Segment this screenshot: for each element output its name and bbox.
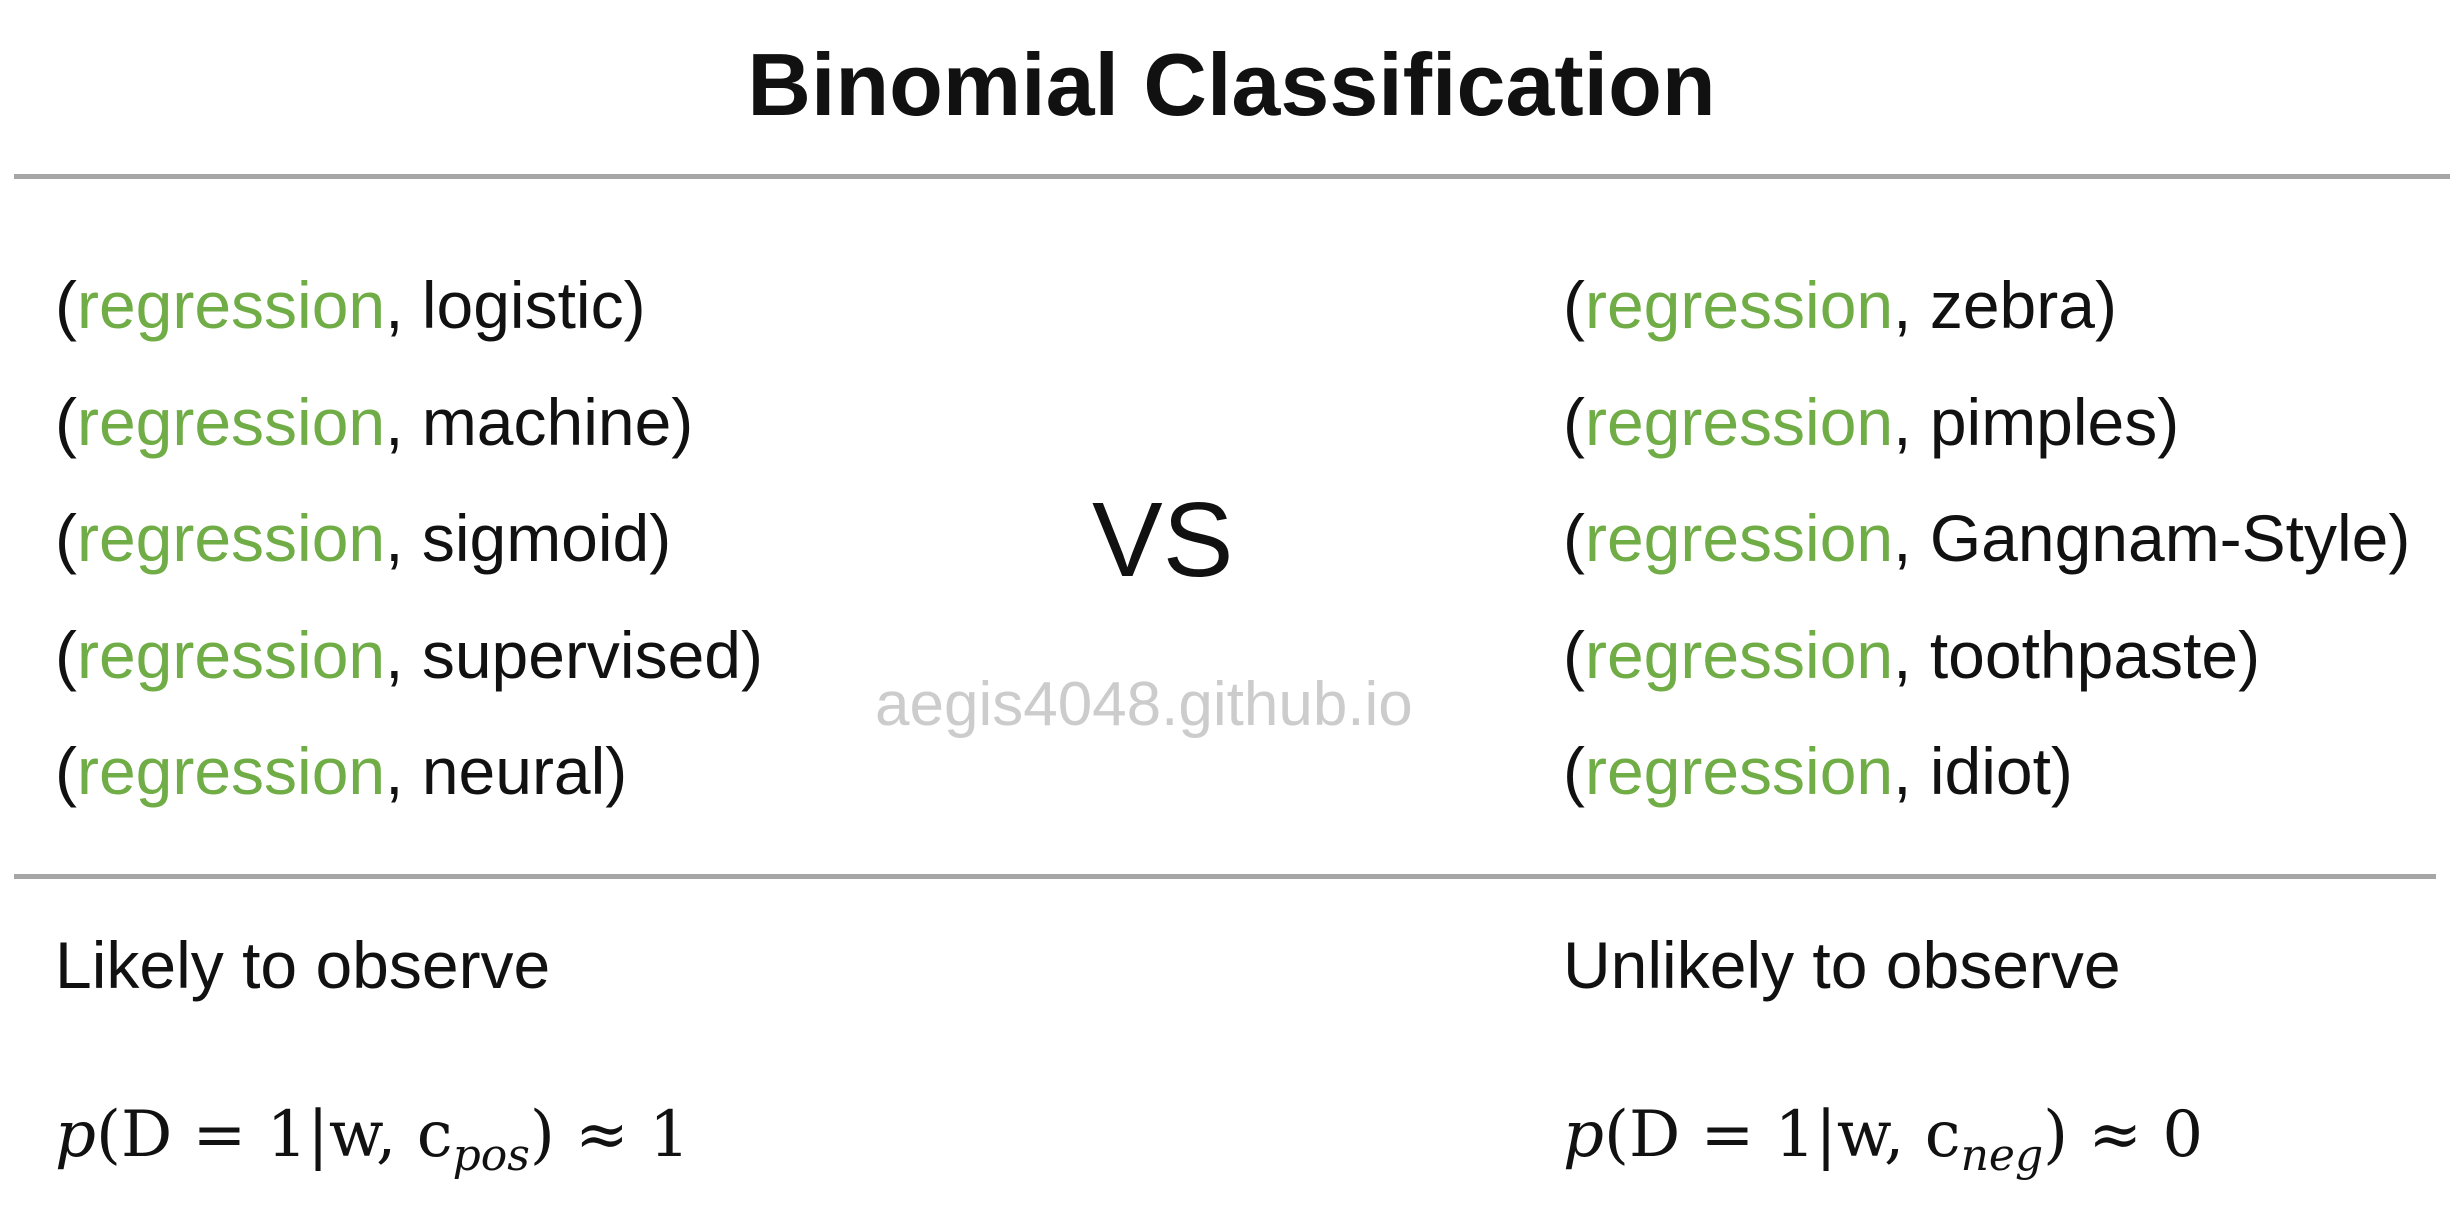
versus-label: VS	[1092, 481, 1234, 599]
pair-close-paren: )	[2094, 268, 2117, 342]
pair-close-paren: )	[2238, 617, 2261, 692]
target-word: regression	[1584, 268, 1894, 342]
pair-separator: ,	[385, 268, 422, 342]
pair-open-paren: (	[1563, 617, 1585, 692]
positive-pairs-list: (regression, logistic) (regression, mach…	[55, 260, 763, 843]
pair-separator: ,	[1893, 734, 1930, 808]
context-word: toothpaste	[1929, 617, 2239, 692]
positive-pair: (regression, supervised)	[55, 610, 763, 727]
pair-open-paren: (	[1563, 268, 1585, 342]
context-word: idiot	[1929, 734, 2051, 808]
likely-observe-label: Likely to observe	[55, 928, 551, 1002]
target-word: regression	[76, 384, 386, 459]
title-divider	[14, 174, 2450, 179]
slide-title: Binomial Classification	[747, 35, 1716, 134]
formula-p: p	[55, 1098, 96, 1172]
formula-subscript: pos	[452, 1130, 530, 1181]
positive-pair: (regression, neural)	[55, 726, 763, 843]
context-word: machine	[421, 384, 672, 459]
pair-open-paren: (	[1563, 501, 1585, 575]
pair-separator: ,	[1893, 501, 1930, 575]
pair-separator: ,	[385, 501, 422, 575]
context-word: zebra	[1929, 268, 2095, 342]
context-word: logistic	[421, 268, 624, 342]
pair-separator: ,	[1893, 268, 1930, 342]
target-word: regression	[76, 734, 386, 808]
negative-pair: (regression, pimples)	[1563, 377, 2410, 494]
positive-pair: (regression, sigmoid)	[55, 493, 763, 610]
formula-rhs: ) ≈ 1	[529, 1098, 690, 1172]
pair-close-paren: )	[2157, 384, 2180, 459]
pair-open-paren: (	[1563, 734, 1585, 808]
pair-separator: ,	[385, 617, 422, 692]
context-word: sigmoid	[421, 501, 650, 575]
target-word: regression	[1584, 734, 1894, 808]
context-word: Gangnam-Style	[1929, 501, 2389, 575]
pair-open-paren: (	[1563, 384, 1585, 459]
pair-close-paren: )	[2388, 501, 2411, 575]
target-word: regression	[76, 501, 386, 575]
positive-pair: (regression, machine)	[55, 377, 763, 494]
section-divider	[14, 874, 2436, 879]
pair-separator: ,	[385, 384, 422, 459]
negative-pair: (regression, Gangnam-Style)	[1563, 493, 2410, 610]
pair-close-paren: )	[741, 617, 763, 692]
pair-close-paren: )	[623, 268, 646, 342]
target-word: regression	[76, 268, 386, 342]
pair-close-paren: )	[605, 734, 628, 808]
formula-p: p	[1563, 1098, 1604, 1172]
target-word: regression	[1584, 617, 1894, 692]
context-word: neural	[421, 734, 606, 808]
pair-close-paren: )	[2050, 734, 2073, 808]
negative-pair: (regression, idiot)	[1563, 726, 2410, 843]
target-word: regression	[1584, 384, 1894, 459]
formula-rhs: ) ≈ 0	[2043, 1098, 2204, 1172]
positive-pair: (regression, logistic)	[55, 260, 763, 377]
context-word: pimples	[1929, 384, 2158, 459]
formula-subscript: neg	[1960, 1130, 2044, 1181]
formula-lhs: (D = 1|w, c	[95, 1098, 453, 1172]
target-word: regression	[1584, 501, 1894, 575]
pair-open-paren: (	[55, 384, 77, 459]
pair-open-paren: (	[55, 617, 77, 692]
target-word: regression	[76, 617, 386, 692]
context-word: supervised	[421, 617, 741, 692]
pair-open-paren: (	[55, 268, 77, 342]
pair-separator: ,	[1893, 384, 1930, 459]
negative-pair: (regression, zebra)	[1563, 260, 2410, 377]
formula-lhs: (D = 1|w, c	[1603, 1098, 1961, 1172]
negative-pairs-list: (regression, zebra) (regression, pimples…	[1563, 260, 2410, 843]
pair-open-paren: (	[55, 501, 77, 575]
pair-open-paren: (	[55, 734, 77, 808]
negative-pair: (regression, toothpaste)	[1563, 610, 2410, 727]
pair-separator: ,	[385, 734, 422, 808]
watermark: aegis4048.github.io	[875, 670, 1413, 739]
pair-separator: ,	[1893, 617, 1930, 692]
pair-close-paren: )	[671, 384, 694, 459]
unlikely-observe-label: Unlikely to observe	[1563, 928, 2121, 1002]
positive-probability-formula: p(D = 1|w, cpos) ≈ 1	[55, 1090, 690, 1180]
pair-close-paren: )	[649, 501, 672, 575]
negative-probability-formula: p(D = 1|w, cneg) ≈ 0	[1563, 1090, 2203, 1180]
